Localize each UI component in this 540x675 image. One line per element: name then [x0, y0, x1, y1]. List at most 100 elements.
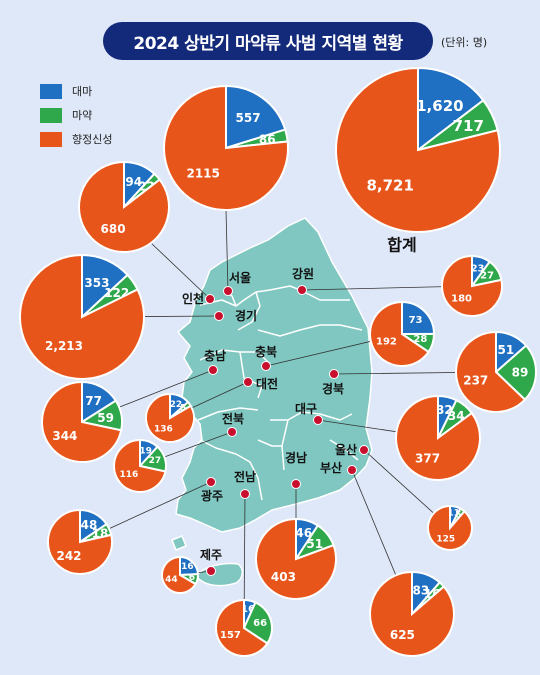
pie-label-1-2: 2115 [186, 166, 219, 180]
pie-label-15-1: 6 [189, 573, 195, 583]
page-title: 2024 상반기 마약류 사범 지역별 현황 [103, 22, 433, 60]
pie-slice-0-0 [417, 66, 485, 153]
pie-slice-6-1 [494, 344, 537, 402]
pie-label-8-0: 22 [170, 400, 183, 410]
pie-slice-8-2 [145, 392, 195, 443]
region-name-10: 전북 [222, 411, 244, 426]
pie-6: 51 89 237 [455, 330, 537, 413]
pie-slice-9-2 [395, 394, 481, 481]
pie-label-9-0: 32 [436, 403, 453, 417]
pie-label-6-1: 89 [512, 365, 529, 379]
pie-slice-5-0 [401, 300, 436, 336]
region-marker-2 [205, 294, 215, 304]
region-name-2: 인천 [182, 291, 204, 306]
pie-slice-6-2 [455, 330, 527, 413]
pie-label-5-0: 73 [409, 315, 423, 326]
region-name-0: 합계 [387, 236, 416, 255]
region-marker-4 [297, 285, 307, 295]
region-name-11: 울산 [335, 442, 357, 457]
pie-label-7-0: 77 [85, 394, 102, 408]
pie-label-0-2: 8,721 [366, 177, 413, 195]
pie-slice-4-2 [441, 254, 503, 317]
region-marker-5 [261, 361, 271, 371]
region-marker-7 [208, 365, 218, 375]
pie-slice-14-2 [369, 570, 455, 657]
region-name-14: 부산 [320, 460, 342, 475]
pie-slice-16-2 [215, 598, 269, 657]
pie-slice-1-0 [225, 84, 287, 150]
pie-label-9-1: 34 [448, 409, 465, 423]
jeju-island [195, 562, 243, 587]
pie-slice-16-1 [242, 601, 273, 645]
region-marker-3 [214, 311, 224, 321]
region-marker-8 [243, 377, 253, 387]
pie-slice-0-2 [335, 66, 501, 233]
pie-slice-1-2 [163, 84, 289, 211]
pie-label-1-0: 557 [236, 111, 261, 125]
pie-label-12-2: 242 [56, 549, 81, 563]
pie-label-10-1: 27 [149, 456, 162, 466]
pie-slice-2-2 [78, 160, 170, 253]
legend-label-psychotropic: 향정신성 [72, 133, 113, 146]
pie-label-8-2: 136 [154, 424, 173, 434]
legend: 대마 마약 향정신성 [40, 79, 112, 151]
pie-slice-11-2 [427, 504, 473, 551]
pie-8: 225 136 [145, 392, 195, 443]
pie-slice-5-2 [369, 300, 430, 367]
region-name-16: 전남 [234, 469, 256, 484]
region-marker-9 [313, 415, 323, 425]
region-marker-11 [359, 445, 369, 455]
pie-label-10-2: 116 [119, 470, 138, 480]
legend-item-psychotropic: 향정신성 [40, 127, 112, 151]
pie-label-14-2: 625 [390, 628, 415, 642]
pie-label-5-1: 28 [413, 334, 427, 345]
pie-label-15-0: 16 [181, 562, 194, 572]
region-name-1: 서울 [229, 270, 251, 285]
legend-label-narcotics: 마약 [72, 109, 93, 122]
pie-label-10-0: 19 [139, 446, 152, 456]
pie-label-14-0: 83 [413, 583, 430, 597]
pie-label-12-0: 48 [81, 518, 98, 532]
pie-label-13-0: 46 [295, 526, 312, 540]
korea-map [171, 217, 373, 587]
region-name-9: 대구 [295, 402, 317, 416]
pie-label-11-1: 5 [455, 511, 461, 521]
pie-label-11-0: 11 [447, 508, 460, 518]
region-marker-15 [206, 566, 216, 576]
pie-label-6-2: 237 [463, 374, 488, 388]
region-marker-1 [223, 286, 233, 296]
pie-label-3-0: 353 [84, 276, 109, 290]
region-name-5: 충북 [255, 344, 277, 359]
pie-0: 1,620 717 8,721 [335, 66, 501, 233]
pie-7: 77 59 344 [41, 380, 123, 463]
region-name-15: 제주 [200, 548, 222, 562]
pie-slice-15-2 [161, 555, 197, 594]
small-island [171, 535, 187, 551]
region-marker-16 [240, 489, 250, 499]
pie-slice-3-2 [19, 253, 145, 380]
region-marker-10 [227, 427, 237, 437]
pie-label-6-0: 51 [498, 343, 515, 357]
legend-swatch-cannabis [40, 83, 62, 99]
pie-label-9-2: 377 [415, 452, 440, 466]
pie-16: 16 66 157 [215, 598, 273, 657]
pie-label-16-1: 66 [253, 618, 267, 629]
pie-label-16-2: 157 [220, 630, 241, 641]
unit-label: (단위: 명) [441, 36, 488, 49]
pie-15: 166 44 [161, 555, 200, 594]
region-name-3: 경기 [235, 308, 257, 323]
legend-item-cannabis: 대마 [40, 79, 112, 103]
region-name-6: 경북 [322, 382, 344, 396]
pie-label-4-2: 180 [451, 293, 472, 304]
pie-label-5-2: 192 [376, 337, 397, 348]
